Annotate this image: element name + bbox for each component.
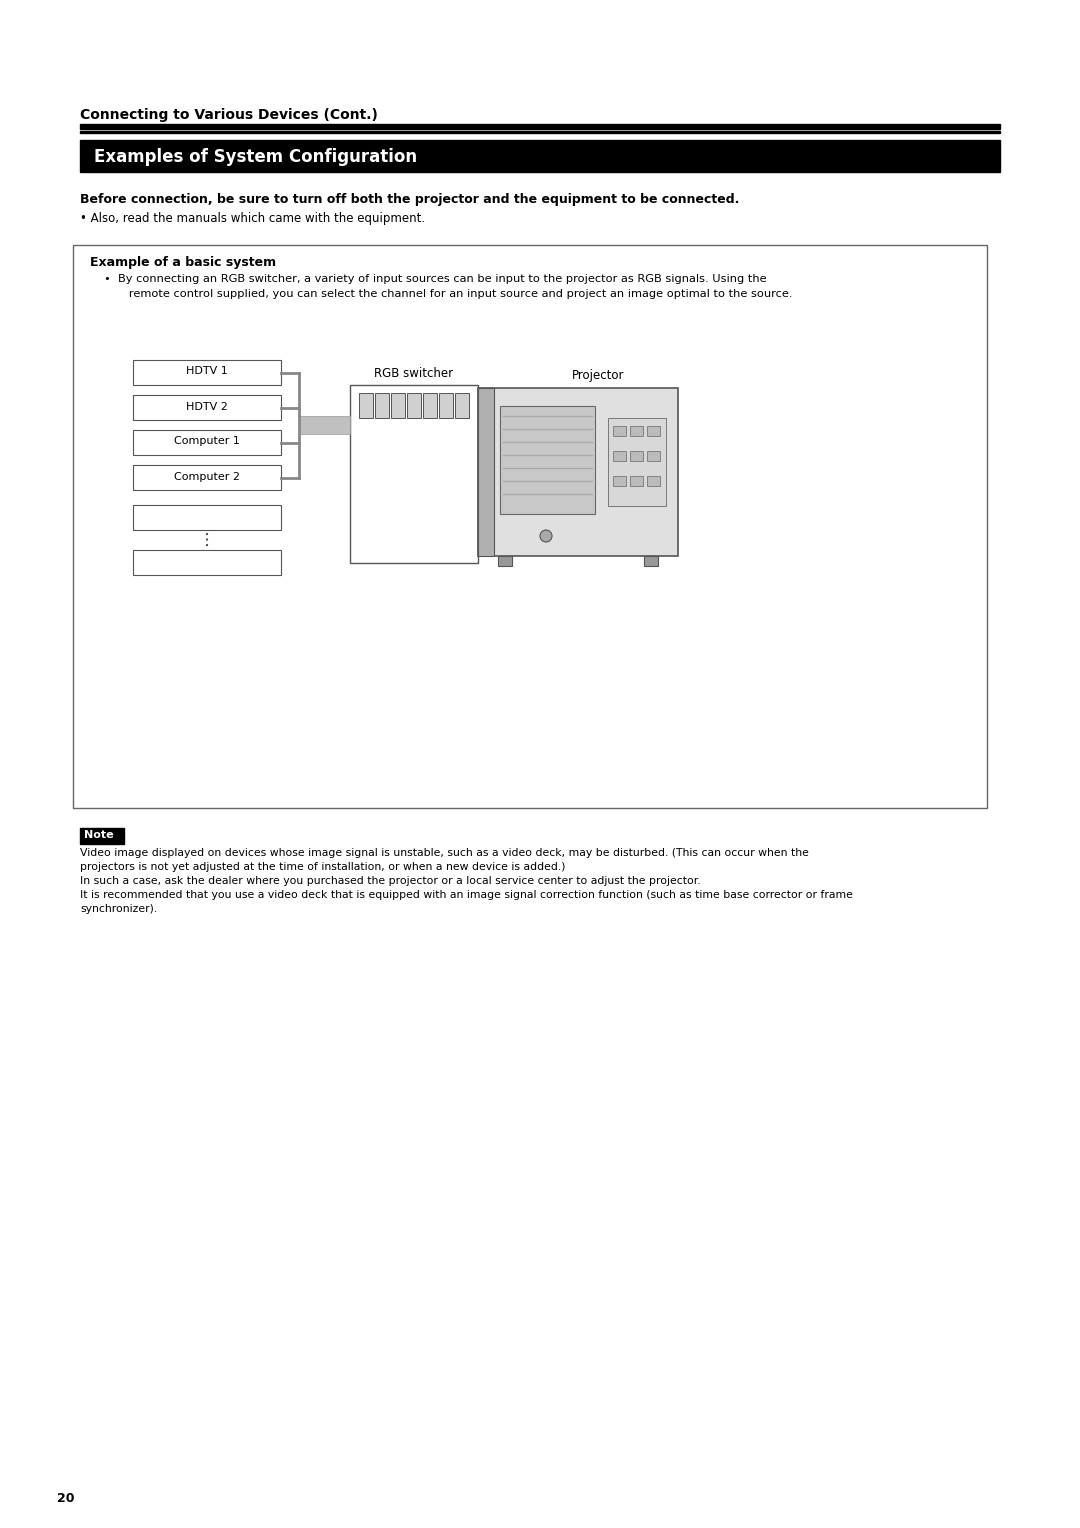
Bar: [608, 419, 666, 506]
Text: Video image displayed on devices whose image signal is unstable, such as a video: Video image displayed on devices whose i…: [80, 848, 809, 859]
Bar: [644, 556, 658, 565]
Bar: [647, 477, 660, 486]
Bar: [498, 556, 512, 565]
Bar: [478, 388, 678, 556]
Bar: [80, 828, 124, 843]
Bar: [647, 451, 660, 461]
Bar: [391, 393, 405, 419]
Bar: [80, 141, 1000, 173]
Bar: [133, 465, 281, 490]
Text: HDTV 2: HDTV 2: [186, 402, 228, 411]
Bar: [613, 451, 626, 461]
Bar: [133, 396, 281, 420]
Bar: [375, 393, 389, 419]
Bar: [630, 477, 643, 486]
Bar: [455, 393, 469, 419]
Text: •  By connecting an RGB switcher, a variety of input sources can be input to the: • By connecting an RGB switcher, a varie…: [104, 274, 767, 284]
Bar: [133, 361, 281, 385]
Bar: [73, 244, 987, 808]
Bar: [80, 124, 1000, 128]
Text: Computer 2: Computer 2: [174, 472, 240, 481]
Bar: [133, 504, 281, 530]
Bar: [299, 416, 350, 434]
Text: Example of a basic system: Example of a basic system: [90, 257, 276, 269]
Text: Computer 1: Computer 1: [174, 437, 240, 446]
Bar: [133, 550, 281, 575]
Bar: [407, 393, 421, 419]
Text: synchronizer).: synchronizer).: [80, 905, 158, 914]
Bar: [613, 477, 626, 486]
Text: Note: Note: [84, 830, 113, 840]
Text: Projector: Projector: [571, 368, 624, 382]
Bar: [630, 451, 643, 461]
Text: Connecting to Various Devices (Cont.): Connecting to Various Devices (Cont.): [80, 108, 378, 122]
Bar: [133, 429, 281, 455]
Bar: [359, 393, 373, 419]
Text: remote control supplied, you can select the channel for an input source and proj: remote control supplied, you can select …: [118, 289, 793, 299]
Bar: [613, 426, 626, 435]
Text: Examples of System Configuration: Examples of System Configuration: [94, 148, 417, 167]
Bar: [630, 426, 643, 435]
Text: projectors is not yet adjusted at the time of installation, or when a new device: projectors is not yet adjusted at the ti…: [80, 862, 566, 872]
Bar: [350, 385, 478, 562]
Bar: [500, 406, 595, 513]
Bar: [478, 388, 494, 556]
Text: • Also, read the manuals which came with the equipment.: • Also, read the manuals which came with…: [80, 212, 426, 225]
Text: It is recommended that you use a video deck that is equipped with an image signa: It is recommended that you use a video d…: [80, 889, 853, 900]
Bar: [438, 393, 453, 419]
Text: HDTV 1: HDTV 1: [186, 367, 228, 376]
Bar: [80, 131, 1000, 133]
Text: Before connection, be sure to turn off both the projector and the equipment to b: Before connection, be sure to turn off b…: [80, 193, 740, 206]
Circle shape: [540, 530, 552, 542]
Bar: [647, 426, 660, 435]
Text: In such a case, ask the dealer where you purchased the projector or a local serv: In such a case, ask the dealer where you…: [80, 876, 701, 886]
Bar: [423, 393, 437, 419]
Text: RGB switcher: RGB switcher: [375, 367, 454, 380]
Text: 20: 20: [57, 1491, 75, 1505]
